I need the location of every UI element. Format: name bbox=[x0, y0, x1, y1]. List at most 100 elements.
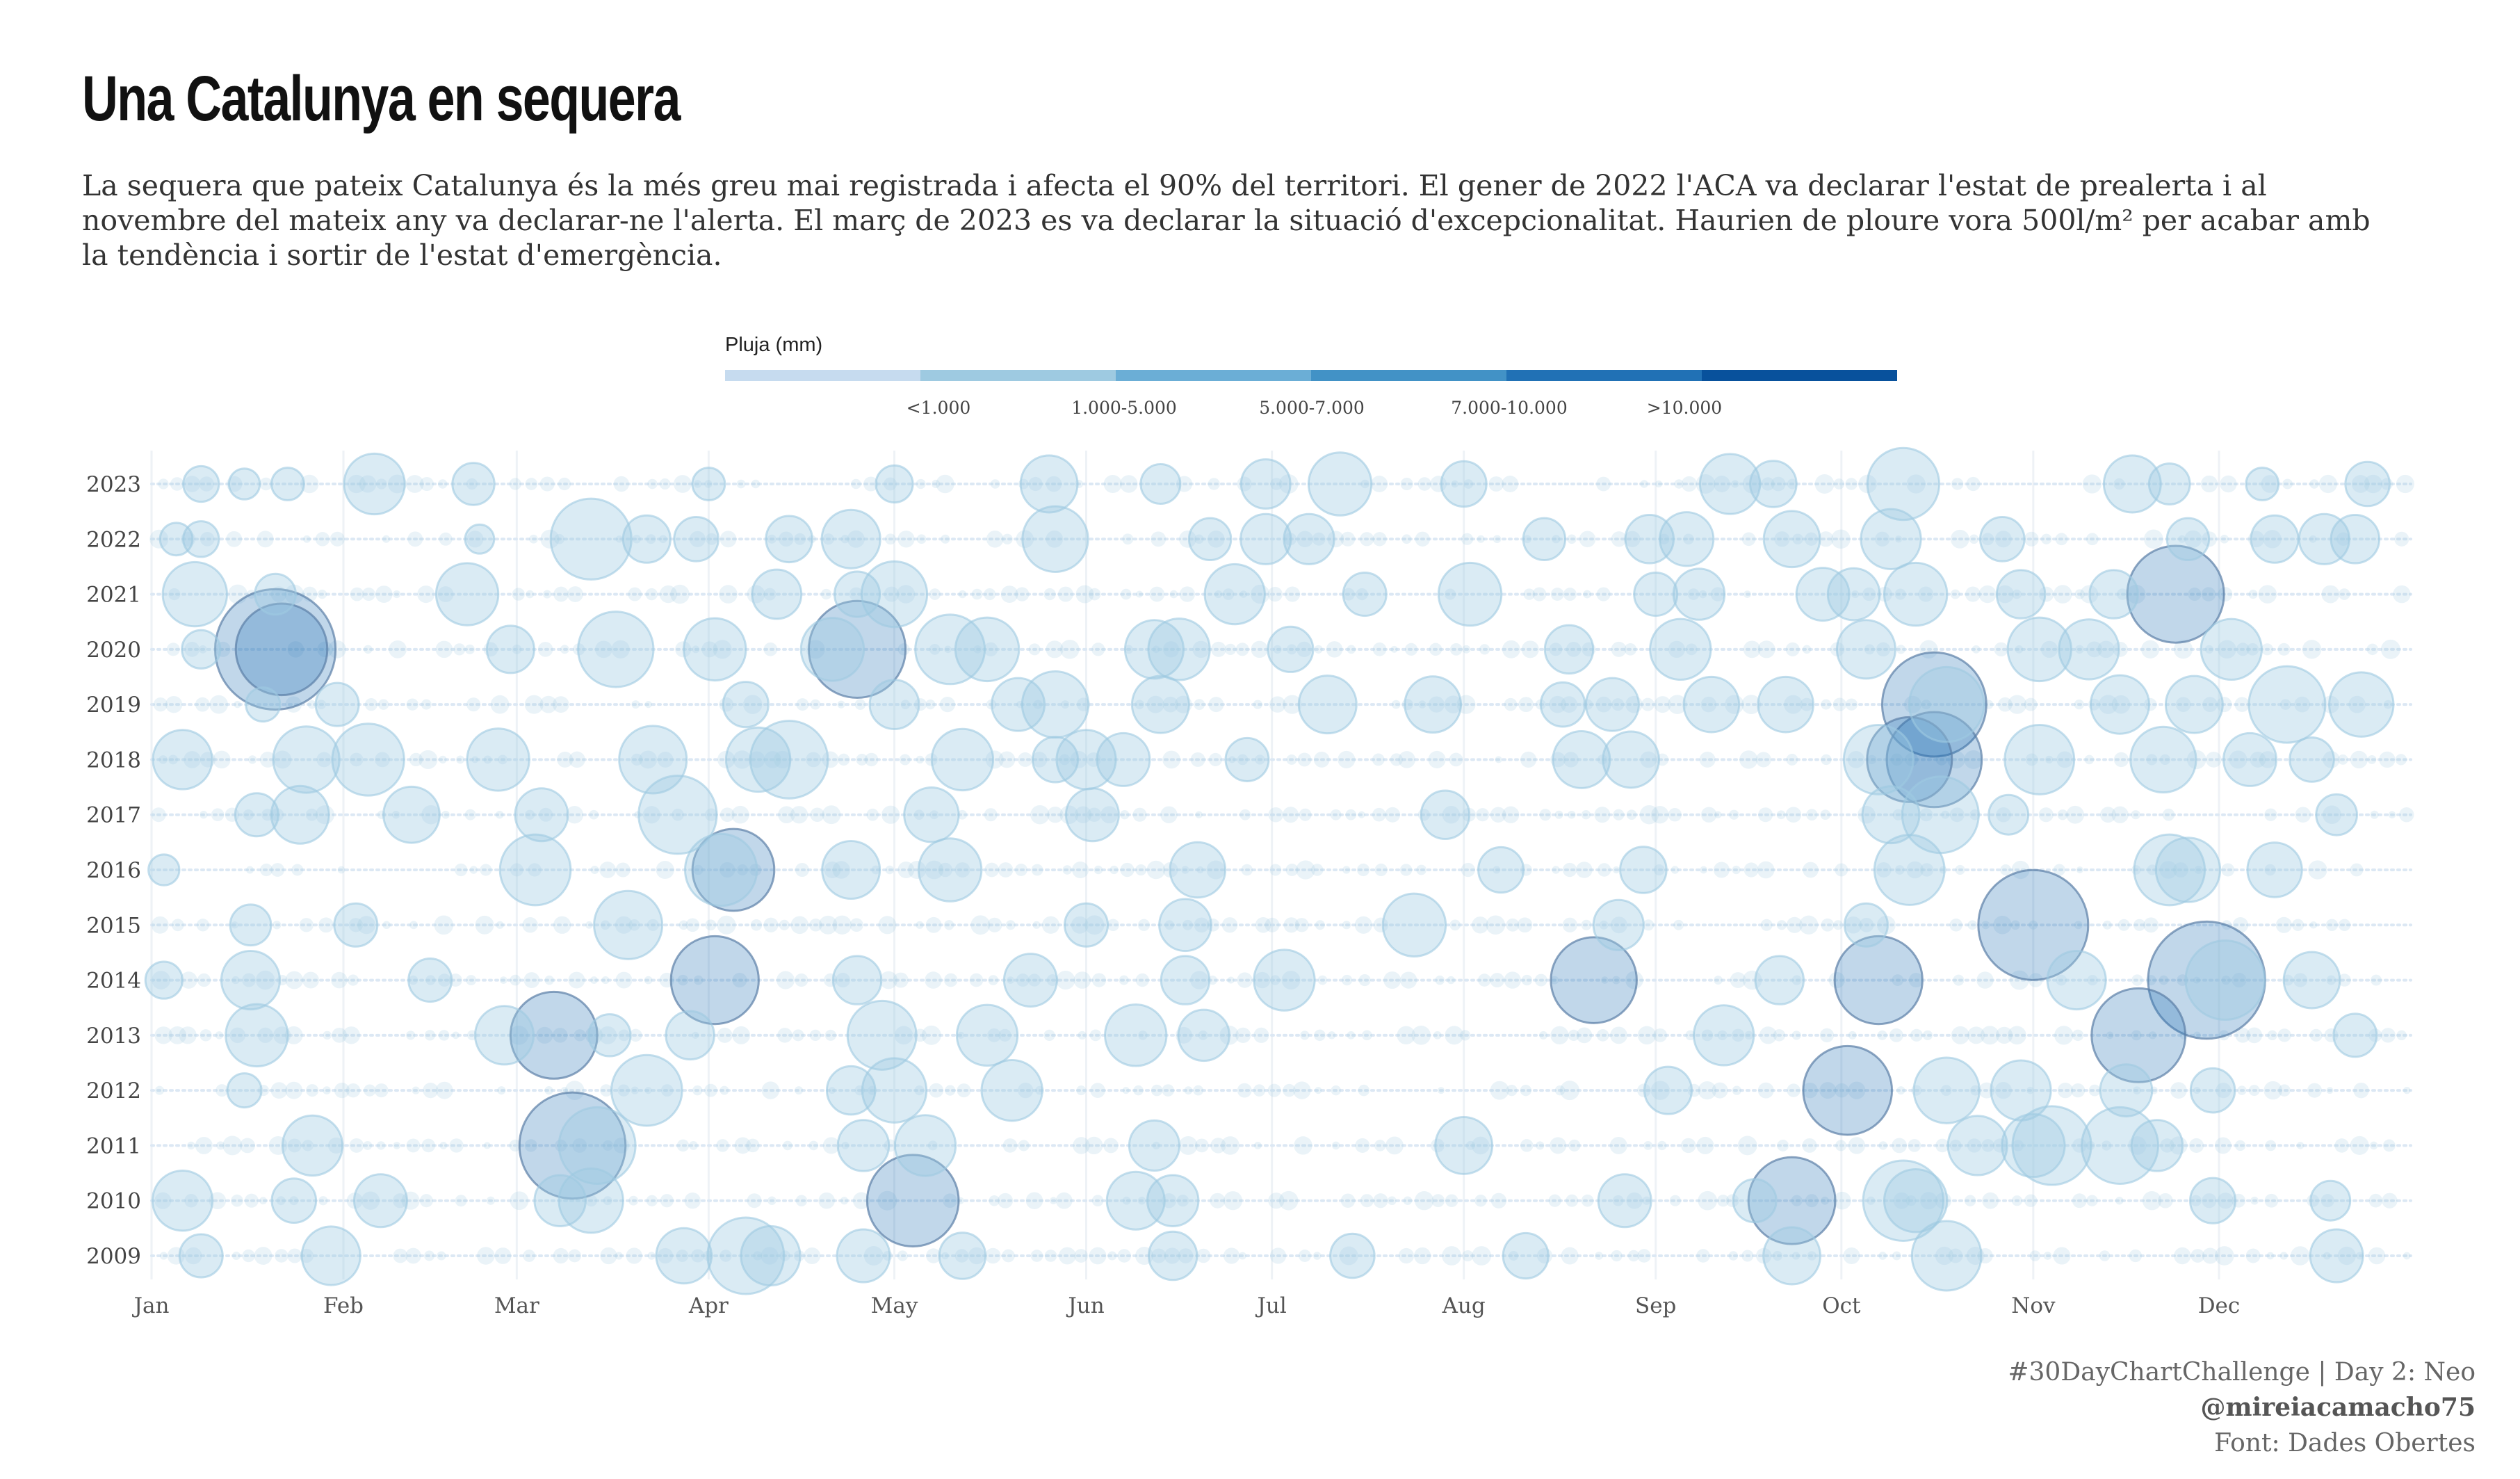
rain-dot bbox=[1360, 479, 1369, 489]
rain-dot bbox=[1340, 1193, 1356, 1208]
rain-dot bbox=[2143, 917, 2159, 933]
rain-dot bbox=[1776, 810, 1786, 820]
rain-dot bbox=[602, 1140, 613, 1151]
rain-dot bbox=[377, 699, 389, 710]
rain-dot bbox=[2106, 1031, 2114, 1040]
bubble-chart: 2023202220212020201920182017201620152014… bbox=[86, 446, 2415, 1318]
rain-dot bbox=[409, 921, 418, 930]
rain-dot bbox=[795, 862, 809, 878]
rain-dot bbox=[849, 587, 863, 601]
rain-dot bbox=[154, 1026, 172, 1044]
rain-dot bbox=[1921, 700, 1931, 710]
rain-dot bbox=[537, 642, 553, 657]
rain-dot bbox=[850, 918, 863, 932]
rain-dot bbox=[1445, 1194, 1458, 1207]
rain-dot bbox=[1041, 916, 1060, 934]
rain-dot bbox=[1088, 588, 1101, 601]
rain-bubble bbox=[1123, 619, 1185, 680]
rain-dot bbox=[1345, 809, 1356, 821]
rain-dot bbox=[2086, 1195, 2098, 1206]
rain-dot bbox=[885, 865, 895, 875]
rain-dot bbox=[1994, 642, 2008, 656]
rain-dot bbox=[2214, 1246, 2234, 1266]
x-tick-label: Apr bbox=[688, 1293, 729, 1318]
rain-dot bbox=[2189, 1138, 2204, 1153]
rain-dot bbox=[2261, 475, 2279, 493]
rain-dot bbox=[1299, 808, 1312, 821]
rain-bubble bbox=[1440, 460, 1488, 508]
rain-dot bbox=[1845, 478, 1858, 490]
rain-dot bbox=[897, 1250, 908, 1261]
rain-dot bbox=[985, 750, 1004, 769]
rain-dot bbox=[1253, 1084, 1266, 1097]
rain-dot bbox=[1941, 810, 1950, 819]
rain-dot bbox=[1354, 916, 1372, 934]
rain-dot bbox=[2113, 752, 2129, 768]
rain-dot bbox=[2009, 970, 2029, 990]
rain-dot bbox=[1000, 585, 1018, 603]
rain-dot bbox=[2368, 1247, 2386, 1265]
rain-dot bbox=[435, 640, 453, 658]
rain-dot bbox=[1777, 1140, 1789, 1151]
rain-dot bbox=[1611, 641, 1627, 657]
rain-dot bbox=[761, 1081, 780, 1099]
rain-bubble bbox=[2154, 837, 2222, 903]
rain-dot bbox=[1331, 1085, 1341, 1096]
rain-dot bbox=[2369, 1141, 2378, 1150]
rain-dot bbox=[2097, 640, 2115, 658]
rain-dot bbox=[1085, 1136, 1103, 1155]
rain-dot bbox=[1651, 806, 1669, 824]
rain-dot bbox=[984, 588, 996, 601]
rain-dot bbox=[1206, 918, 1220, 932]
rain-dot bbox=[790, 806, 808, 824]
rain-dot bbox=[884, 477, 897, 491]
rain-dot bbox=[466, 697, 481, 712]
y-tick-label: 2009 bbox=[86, 1244, 141, 1269]
rain-dot bbox=[1807, 1251, 1816, 1261]
rain-dot bbox=[2290, 1246, 2310, 1266]
rain-dot bbox=[564, 1081, 585, 1101]
rain-dot bbox=[406, 1138, 421, 1153]
rain-dot bbox=[1002, 1138, 1018, 1153]
rain-dot bbox=[2086, 641, 2103, 658]
rain-dot bbox=[2371, 974, 2382, 986]
rain-dot bbox=[1784, 695, 1803, 714]
rain-bubble bbox=[1762, 1226, 1822, 1286]
rain-dot bbox=[2296, 1142, 2304, 1149]
rain-dot bbox=[1668, 808, 1682, 822]
rain-dot bbox=[195, 1136, 213, 1154]
rain-bubble bbox=[2247, 665, 2327, 744]
rain-dot bbox=[1192, 640, 1210, 658]
rain-dot bbox=[954, 862, 970, 878]
rain-dot bbox=[795, 1195, 808, 1206]
rain-dot bbox=[2380, 1028, 2396, 1043]
rain-dot bbox=[2326, 975, 2336, 985]
rain-dot bbox=[706, 533, 718, 545]
rain-dot bbox=[1741, 695, 1762, 715]
rain-dot bbox=[215, 1031, 224, 1040]
rain-dot bbox=[615, 971, 633, 989]
rain-dot bbox=[1596, 1029, 1609, 1042]
rain-dot bbox=[1562, 917, 1578, 932]
rain-dot bbox=[2214, 1137, 2232, 1154]
rain-dot bbox=[1224, 643, 1237, 655]
rain-dot bbox=[2279, 1252, 2288, 1260]
rain-dot bbox=[1699, 751, 1716, 768]
rain-dot bbox=[449, 1138, 464, 1153]
rain-dot bbox=[2368, 1028, 2382, 1042]
rain-dot bbox=[2246, 642, 2259, 656]
rain-dot bbox=[2133, 1086, 2141, 1094]
rain-dot bbox=[1772, 1251, 1782, 1261]
rain-bubble bbox=[2058, 618, 2120, 681]
rain-dot bbox=[2041, 533, 2052, 544]
rain-dot bbox=[1296, 641, 1312, 657]
rain-dot bbox=[1791, 1031, 1801, 1040]
rain-dot bbox=[925, 860, 944, 880]
rain-dot bbox=[1833, 478, 1845, 490]
rain-dot bbox=[2057, 809, 2068, 821]
rain-dot bbox=[2356, 1252, 2364, 1260]
rain-dot bbox=[600, 920, 610, 930]
rain-dot bbox=[1428, 750, 1446, 768]
rain-dot bbox=[1254, 971, 1271, 989]
rain-bubble bbox=[893, 1114, 957, 1177]
